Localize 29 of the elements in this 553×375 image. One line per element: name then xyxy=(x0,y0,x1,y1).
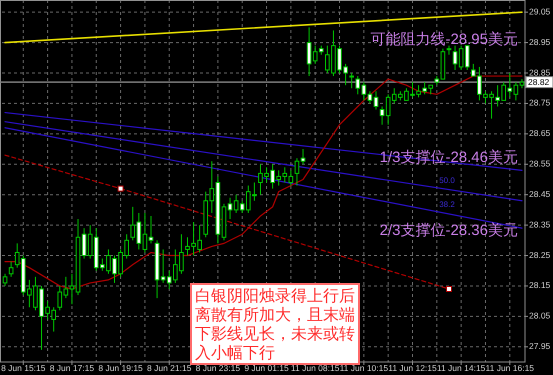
y-tick-label: 28.35 xyxy=(529,219,551,230)
y-tick-label: 28.75 xyxy=(529,98,551,108)
y-tick-label: 28.65 xyxy=(529,128,551,138)
x-tick-label: 11 Jun 10:15 xyxy=(340,363,388,373)
annotation: 38.2 xyxy=(439,200,456,210)
annotation: 50.0 xyxy=(439,176,456,186)
y-tick-label: 28.55 xyxy=(529,158,551,169)
x-tick-label: 8 Jun 19:15 xyxy=(98,363,144,373)
annotation: 可能阻力线-28.95美元 xyxy=(370,30,518,48)
x-tick-label: 11 Jun 14:15 xyxy=(436,363,486,373)
y-tick-label: 27.95 xyxy=(529,341,551,352)
annotation: 2/3支撑位-28.36美元 xyxy=(380,222,518,239)
y-tick-label: 28.45 xyxy=(529,188,551,199)
y-tick-label: 28.05 xyxy=(529,310,551,321)
y-tick-label: 29.05 xyxy=(529,6,551,16)
y-tick-label: 28.95 xyxy=(529,36,551,47)
x-tick-label: 9 Jun 01:15 xyxy=(244,363,290,373)
x-tick-label: 11 Jun 08:15 xyxy=(290,363,340,373)
annotation: 白银阴阳烛录得上行后离散有所加大，且末端下影线见长，未来或转入小幅下行 xyxy=(195,286,355,362)
x-tick-label: 8 Jun 17:15 xyxy=(50,363,94,373)
y-tick-label: 28.85 xyxy=(529,67,551,78)
x-tick-label: 8 Jun 15:15 xyxy=(1,363,46,373)
y-tick-label: 28.15 xyxy=(529,280,551,290)
ref-line-label: 28.82 xyxy=(528,76,550,87)
x-tick-label: 8 Jun 21:15 xyxy=(147,363,192,373)
x-tick-label: 8 Jun 23:15 xyxy=(196,363,240,373)
y-tick-label: 28.25 xyxy=(529,250,551,260)
x-tick-label: 11 Jun 16:15 xyxy=(486,363,534,373)
x-tick-label: 11 Jun 12:15 xyxy=(388,363,438,373)
